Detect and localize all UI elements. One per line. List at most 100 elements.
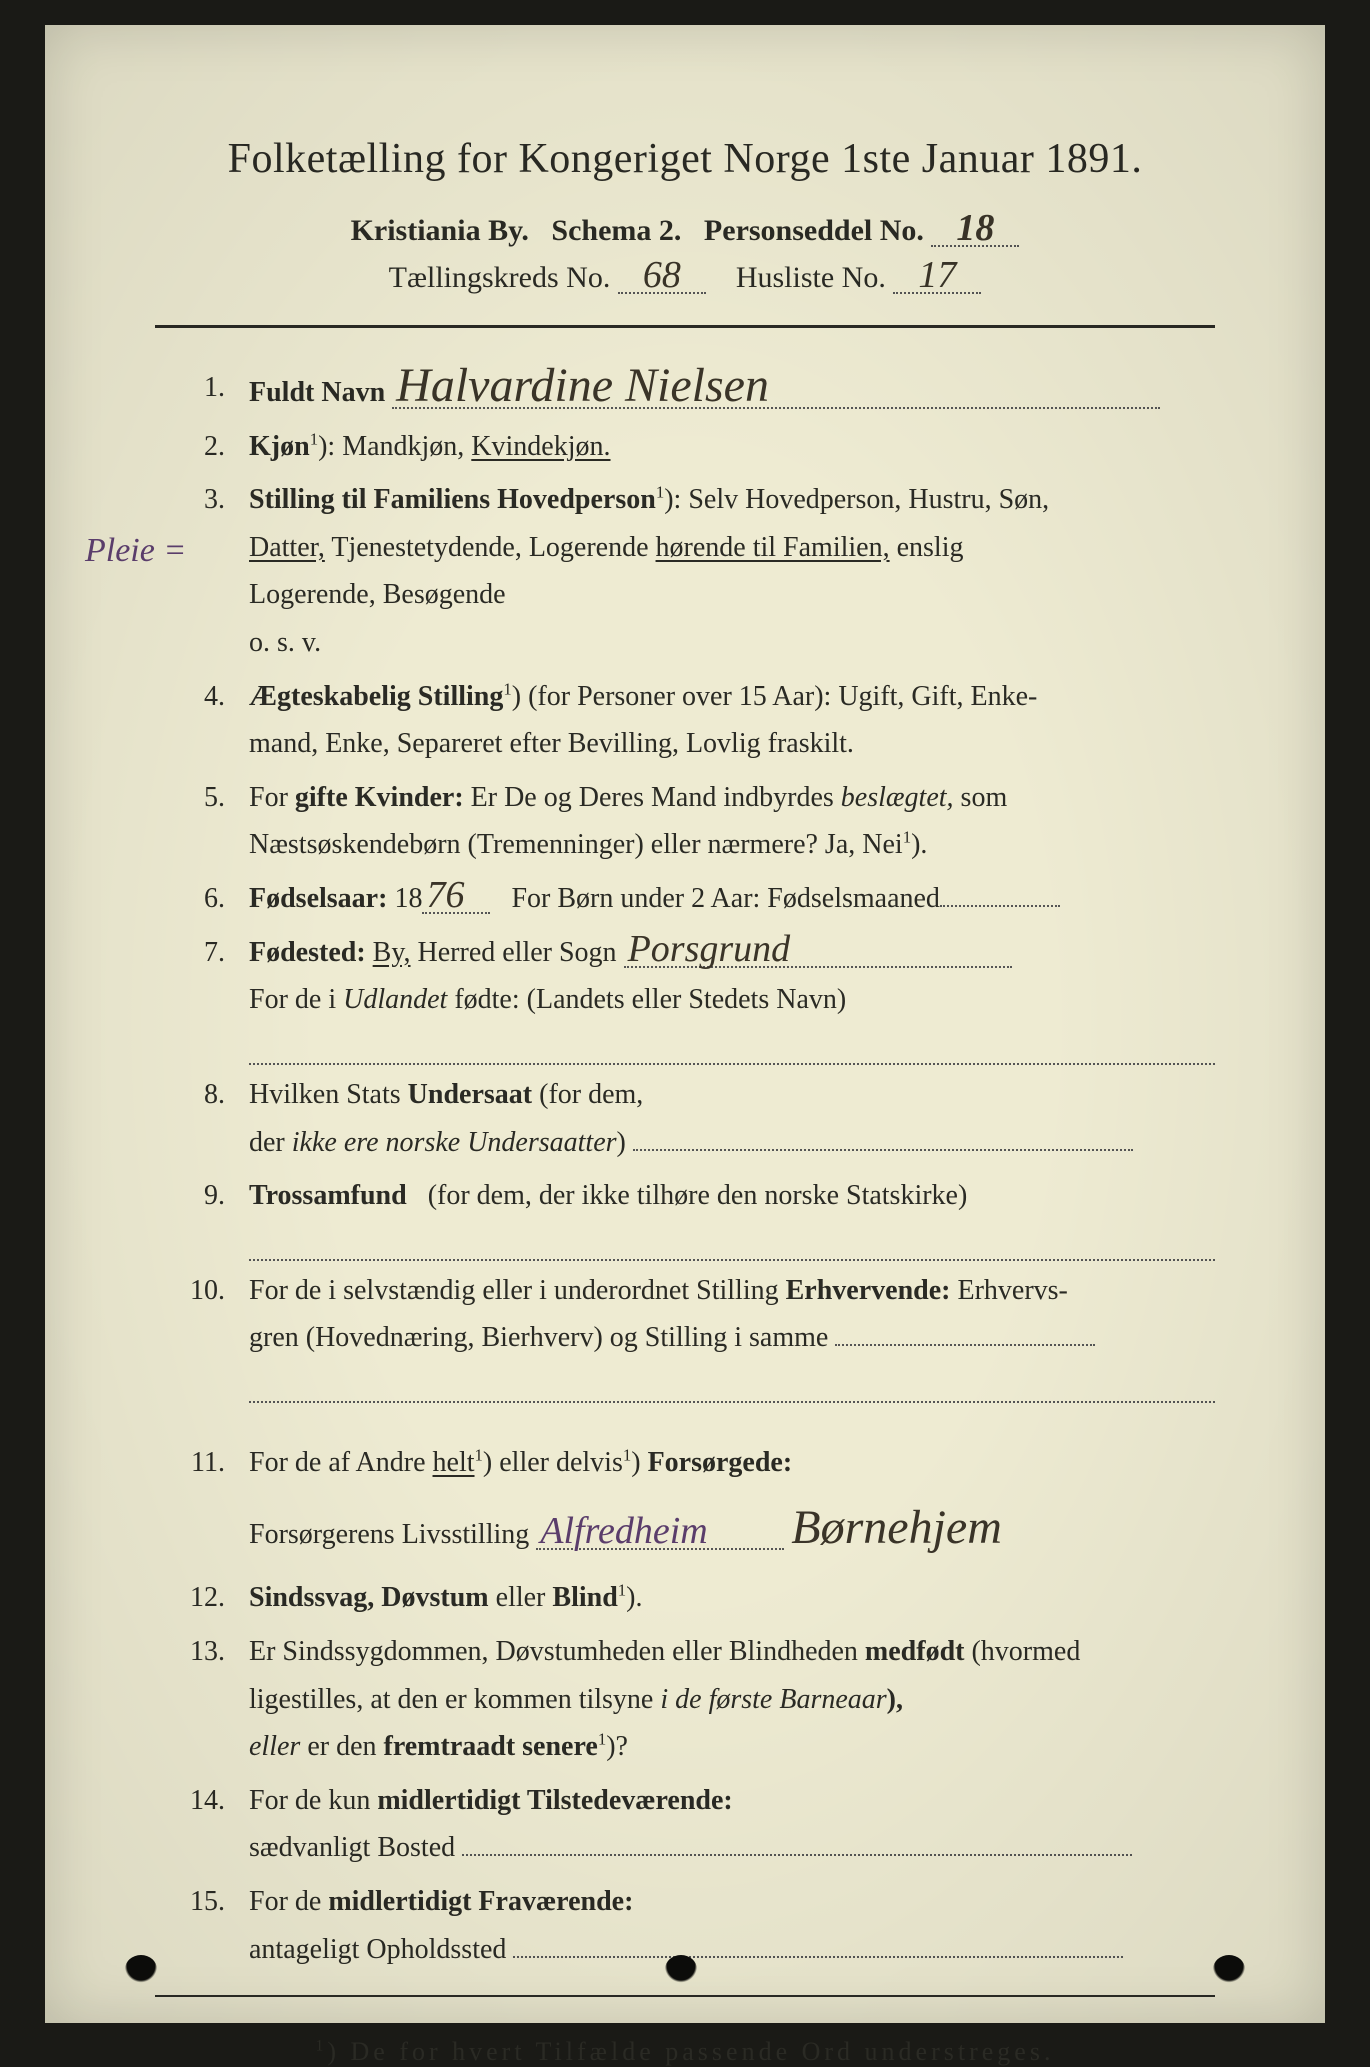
- q15-1b: midlertidigt Fraværende:: [328, 1886, 633, 1917]
- q7-val: Porsgrund: [628, 932, 791, 966]
- q12-sup: 1: [618, 1581, 626, 1600]
- q5-a: For: [249, 782, 288, 813]
- q13-3b: er den: [307, 1731, 376, 1762]
- q11-num: 11.: [155, 1439, 249, 1568]
- q13-1c: (hvormed: [971, 1636, 1080, 1667]
- q13-row: 13. Er Sindssygdommen, Døvstumheden elle…: [155, 1628, 1215, 1771]
- q10-1c: Erhvervs-: [957, 1275, 1067, 1306]
- q3-row: 3. Stilling til Familiens Hovedperson1):…: [155, 476, 1215, 666]
- q2-sup: 1: [310, 429, 318, 448]
- q5-c: Er De og Deres Mand indbyrdes: [471, 782, 834, 813]
- personseddel-label: Personseddel No.: [704, 214, 924, 247]
- subtitle-row: Kristiania By. Schema 2. Personseddel No…: [155, 211, 1215, 248]
- q7-2b: Udlandet: [343, 984, 447, 1015]
- q9-label: Trossamfund: [249, 1180, 407, 1211]
- q10-dotline: [249, 1362, 1215, 1403]
- q3-line4: o. s. v.: [249, 627, 321, 658]
- divider-bottom: [155, 1995, 1215, 1997]
- q15-2: antageligt Opholdssted: [249, 1934, 506, 1965]
- q3-label: Stilling til Familiens Hovedperson: [249, 484, 656, 515]
- q13-2b: i de første Barneaar: [660, 1684, 886, 1715]
- q13-2a: ligestilles, at den er kommen tilsyne: [249, 1684, 653, 1715]
- q13-2c: ),: [887, 1684, 903, 1715]
- q4-tail1: (for Personer over 15 Aar): Ugift, Gift,…: [528, 681, 1037, 712]
- q3-tail1: Selv Hovedperson, Hustru, Søn,: [688, 484, 1049, 515]
- q11-sup2: 1: [623, 1446, 631, 1465]
- q7-2a: For de i: [249, 984, 336, 1015]
- punch-hole-mid: [665, 1955, 697, 1983]
- q11-helt: helt: [433, 1447, 475, 1478]
- q13-1a: Er Sindssygdommen, Døvstumheden eller Bl…: [249, 1636, 858, 1667]
- footnote-text: ) De for hvert Tilfælde passende Ord und…: [327, 2037, 1054, 2066]
- q4-num: 4.: [155, 673, 249, 768]
- q9-rest: (for dem, der ikke tilhøre den norske St…: [428, 1180, 968, 1211]
- q12-label: Sindssvag, Døvstum: [249, 1582, 489, 1613]
- q5-b: gifte Kvinder:: [295, 782, 464, 813]
- q8-1c: (for dem,: [539, 1079, 643, 1110]
- q6-num: 6.: [155, 875, 249, 923]
- q12-mid: eller: [496, 1582, 546, 1613]
- q10-num: 10.: [155, 1267, 249, 1403]
- q5-suffix: ).: [911, 829, 927, 860]
- q2-row: 2. Kjøn1): Mandkjøn, Kvindekjøn.: [155, 423, 1215, 471]
- q11-val2: Børnehjem: [791, 1487, 1002, 1569]
- q14-1b: midlertidigt Tilstedeværende:: [377, 1785, 732, 1816]
- q1-label: Fuldt Navn: [249, 377, 385, 408]
- q1-value: Halvardine Nielsen: [396, 364, 769, 407]
- q7-by: By,: [373, 937, 411, 968]
- q15-num: 15.: [155, 1878, 249, 1973]
- q10-row: 10. For de i selvstændig eller i underor…: [155, 1267, 1215, 1403]
- q4-suffix: ): [512, 681, 521, 712]
- q14-row: 14. For de kun midlertidigt Tilstedevære…: [155, 1777, 1215, 1872]
- q5-num: 5.: [155, 774, 249, 869]
- footnote: 1) De for hvert Tilfælde passende Ord un…: [155, 2037, 1215, 2067]
- q9-row: 9. Trossamfund (for dem, der ikke tilhør…: [155, 1172, 1215, 1261]
- q7-2c: fødte: (Landets eller Stedets Navn): [454, 984, 846, 1015]
- q2-opt2: Kvindekjøn.: [471, 431, 610, 462]
- q4-row: 4. Ægteskabelig Stilling1) (for Personer…: [155, 673, 1215, 768]
- q12-row: 12. Sindssvag, Døvstum eller Blind1).: [155, 1574, 1215, 1622]
- q2-suffix: ):: [318, 431, 335, 462]
- q7-mid: Herred eller Sogn: [418, 937, 617, 968]
- q13-3a: eller: [249, 1731, 300, 1762]
- personseddel-no: 18: [956, 211, 994, 245]
- q8-1b: Undersaat: [408, 1079, 532, 1110]
- q12-suffix: ).: [626, 1582, 642, 1613]
- q6-row: 6. Fødselsaar: 1876 For Børn under 2 Aar…: [155, 875, 1215, 923]
- q11-1a: For de af Andre: [249, 1447, 426, 1478]
- q6-tail: For Børn under 2 Aar: Fødselsmaaned: [511, 883, 940, 914]
- q5-row: 5. For gifte Kvinder: Er De og Deres Man…: [155, 774, 1215, 869]
- q14-num: 14.: [155, 1777, 249, 1872]
- subline-row: Tællingskreds No. 68 Husliste No. 17: [155, 258, 1215, 295]
- q8-num: 8.: [155, 1071, 249, 1166]
- q12-label2: Blind: [552, 1582, 617, 1613]
- q7-dotline: [249, 1024, 1215, 1065]
- q13-1b: medfødt: [865, 1636, 965, 1667]
- q13-sup: 1: [598, 1730, 606, 1749]
- q13-3c: fremtraadt senere: [384, 1731, 598, 1762]
- punch-hole-right: [1213, 1955, 1245, 1983]
- kreds-label: Tællingskreds No.: [389, 261, 611, 294]
- q14-1a: For de kun: [249, 1785, 370, 1816]
- q3-sup: 1: [656, 483, 664, 502]
- q7-label: Fødested:: [249, 937, 366, 968]
- q8-1a: Hvilken Stats: [249, 1079, 401, 1110]
- q3-horende: hørende til Familien,: [656, 532, 890, 563]
- q11-2a: Forsørgerens Livsstilling: [249, 1519, 529, 1550]
- q6-yearprefix: 18: [394, 883, 422, 914]
- q3-datter: Datter,: [249, 532, 325, 563]
- census-page: Folketælling for Kongeriget Norge 1ste J…: [45, 25, 1325, 2023]
- q8-2c: ): [617, 1127, 626, 1158]
- q11-val1: Alfredheim: [540, 1514, 707, 1548]
- q6-yearhw: 76: [426, 878, 464, 912]
- q2-label: Kjøn: [249, 431, 310, 462]
- q13-suffix: )?: [606, 1731, 628, 1762]
- q1-row: 1. Fuldt Navn Halvardine Nielsen: [155, 364, 1215, 417]
- husliste-label: Husliste No.: [736, 261, 886, 294]
- kreds-no: 68: [643, 258, 681, 292]
- q9-num: 9.: [155, 1172, 249, 1261]
- q1-num: 1.: [155, 364, 249, 417]
- q11-1d: Forsørgede:: [648, 1447, 793, 1478]
- q8-2b: ikke ere norske Undersaatter: [292, 1127, 617, 1158]
- q3-line3: Logerende, Besøgende: [249, 579, 506, 610]
